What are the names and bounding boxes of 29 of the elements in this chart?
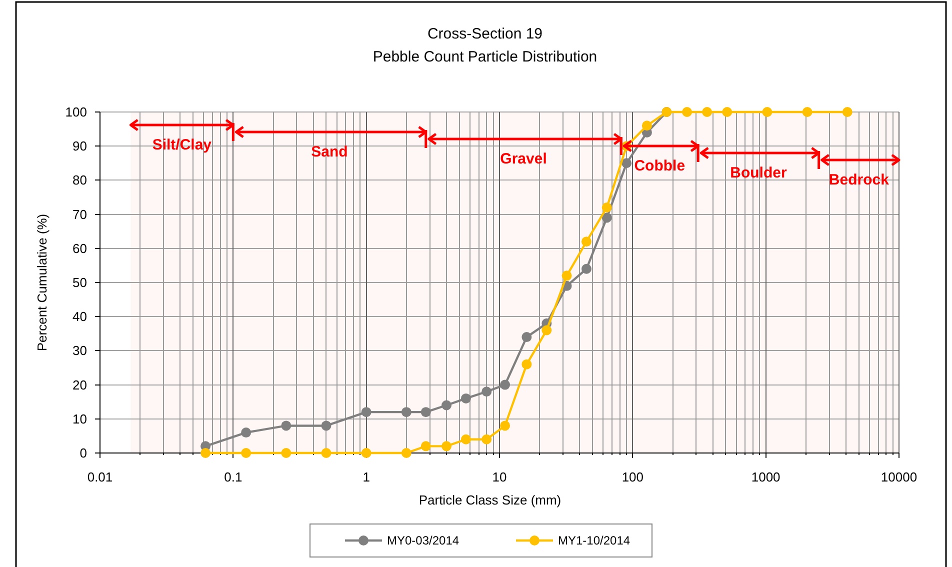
y-tick-label: 10 [72,411,87,426]
band-label: Cobble [634,158,686,174]
x-tick-label: 0.01 [87,470,113,484]
band-label: Bedrock [828,172,890,188]
y-tick-label: 50 [72,275,87,290]
x-tick-label: 1000 [751,470,780,484]
y-tick-label: 70 [72,206,87,222]
x-tick-label: 0.1 [224,470,242,484]
y-tick-label: 40 [72,309,87,324]
y-tick-label: 90 [72,138,87,154]
y-axis-title: Percent Cumulative (%) [34,214,50,352]
x-tick-label: 10000 [880,470,918,484]
y-tick-label: 20 [72,377,87,392]
band-label: Silt/Clay [152,136,212,154]
legend-label: MY1-10/2014 [558,534,630,548]
legend-label: MY0-03/2014 [387,534,460,548]
chart-subtitle: Pebble Count Particle Distribution [372,48,598,66]
x-tick-label: 1 [362,470,370,484]
x-tick-label: 10 [492,470,507,484]
band-label: Sand [311,144,348,160]
chart-title: Cross-Section 19 [427,26,543,42]
y-tick-label: 30 [72,343,87,358]
y-tick-label: 60 [72,240,87,256]
y-tick-label: 100 [65,104,87,120]
band-label: Gravel [500,150,547,168]
y-tick-label: 0 [80,446,87,460]
x-tick-label: 100 [622,470,644,484]
y-tick-label: 80 [72,172,87,188]
x-axis-title: Particle Class Size (mm) [418,492,562,508]
